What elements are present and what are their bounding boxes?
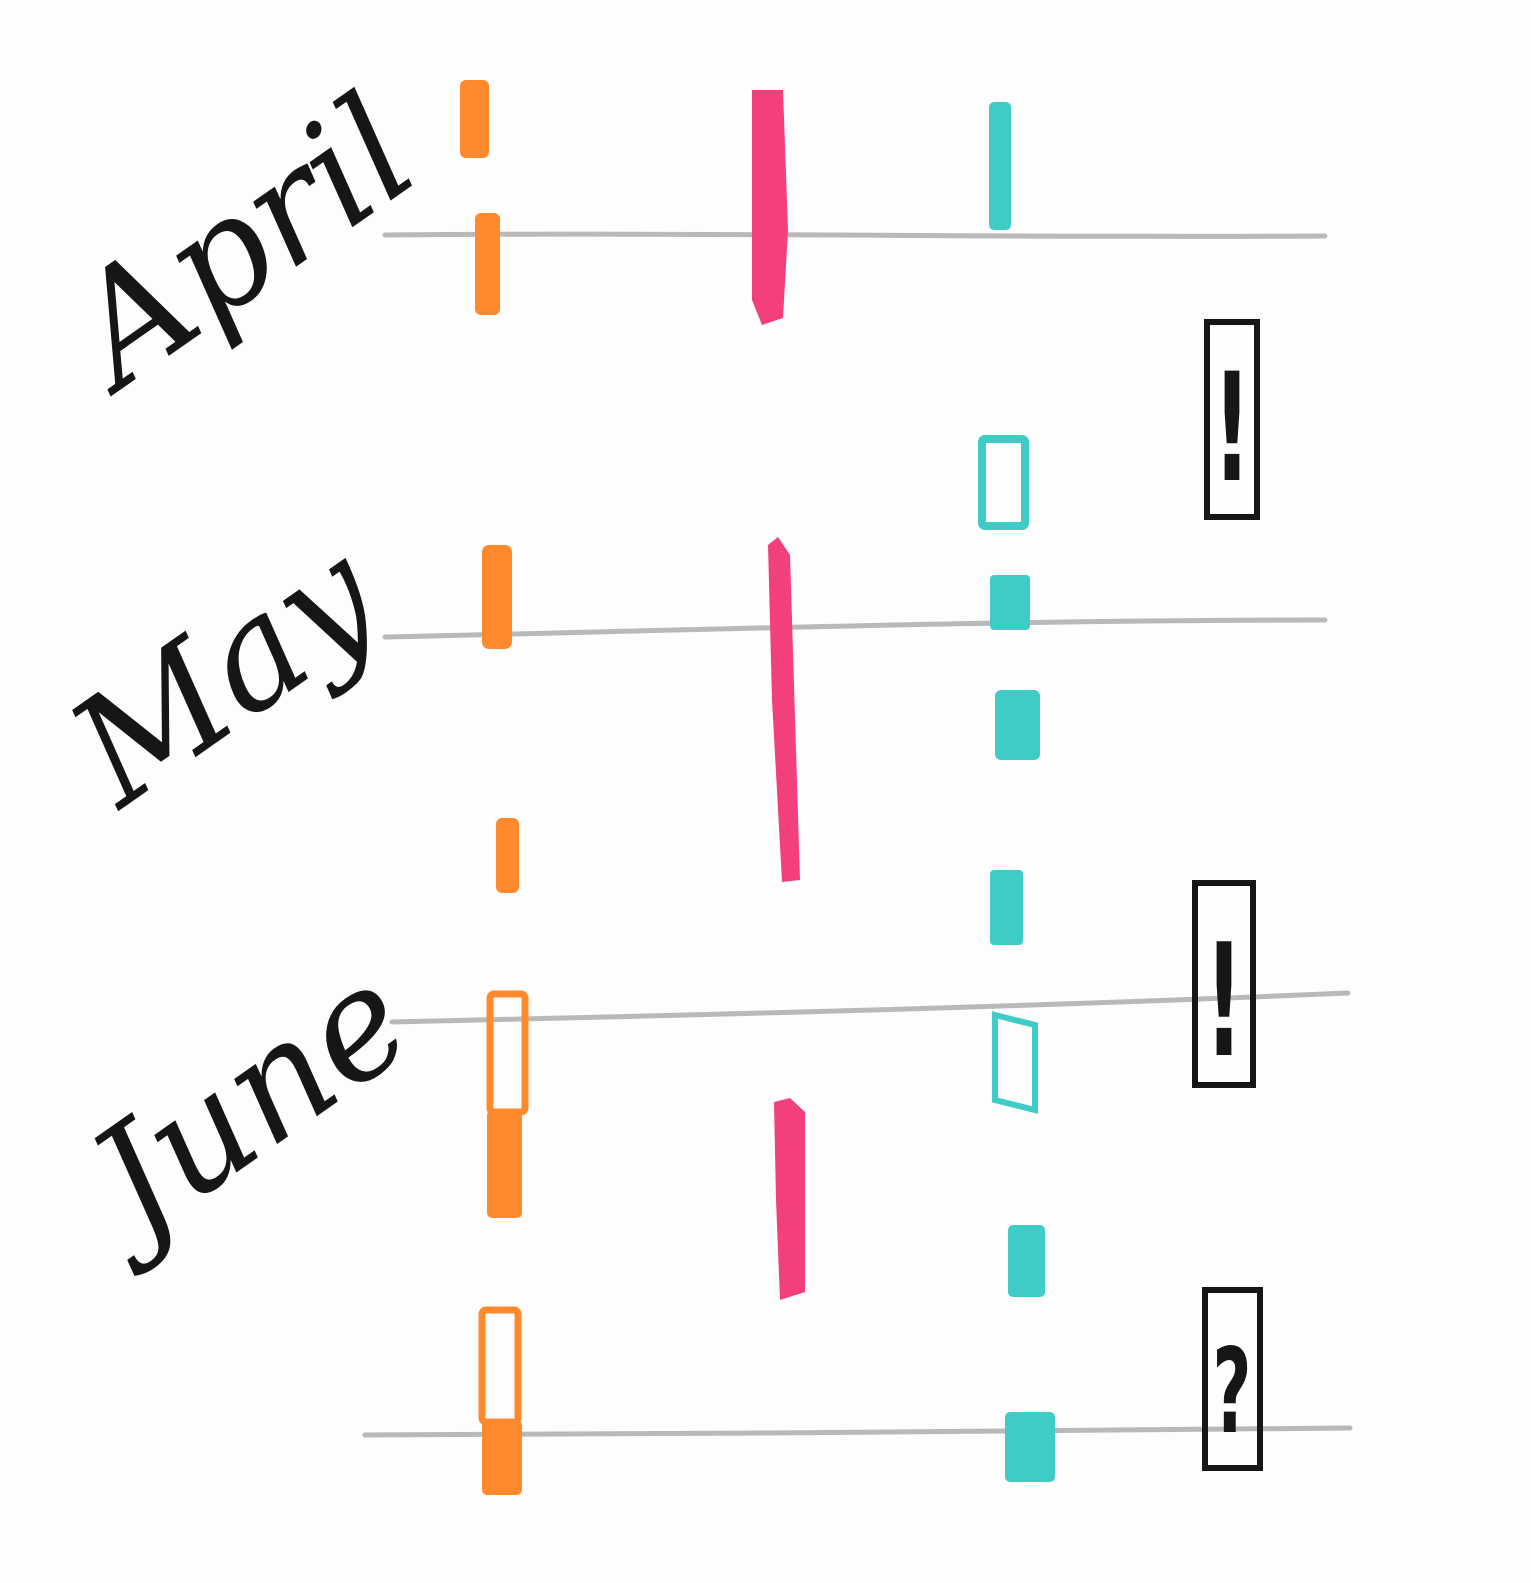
teal-mark [989,102,1011,230]
timeline-line-may [382,617,1328,640]
teal-mark [990,870,1023,945]
orange-mark [496,818,519,893]
teal-mark [990,575,1030,630]
pink-mark [752,90,788,325]
alert-box-outline [1204,319,1260,520]
pink-mark [774,1098,805,1300]
orange-mark [482,545,512,649]
alert-symbol: ! [1205,911,1243,1093]
alert-box-outline [1192,880,1256,1088]
orange-mark [487,1110,522,1218]
orange-marks [460,80,529,1495]
teal-mark [995,690,1040,760]
pink-marks [752,90,805,1300]
orange-outline-mark [478,1306,522,1426]
orange-outline-mark [486,990,529,1116]
orange-mark [482,1420,522,1495]
teal-outline-mark [978,435,1029,530]
teal-marks [978,102,1055,1482]
alert-symbol: ! [1213,341,1251,516]
month-label-may: May [38,508,411,842]
orange-mark [475,213,500,315]
question-box-bottom: ? [1202,1287,1263,1471]
alert-box-june: ! [1192,880,1256,1093]
question-symbol: ? [1212,1323,1251,1460]
timeline-line-april [382,231,1328,239]
pink-mark [768,537,800,882]
teal-mark [1008,1225,1045,1297]
question-box-outline [1202,1287,1263,1471]
month-label-april: April [31,64,445,427]
alert-box-april: ! [1204,319,1260,520]
orange-mark [460,80,489,158]
month-label-june: June [40,931,441,1285]
teal-outline-mark [992,1011,1038,1114]
teal-mark [1005,1412,1055,1482]
